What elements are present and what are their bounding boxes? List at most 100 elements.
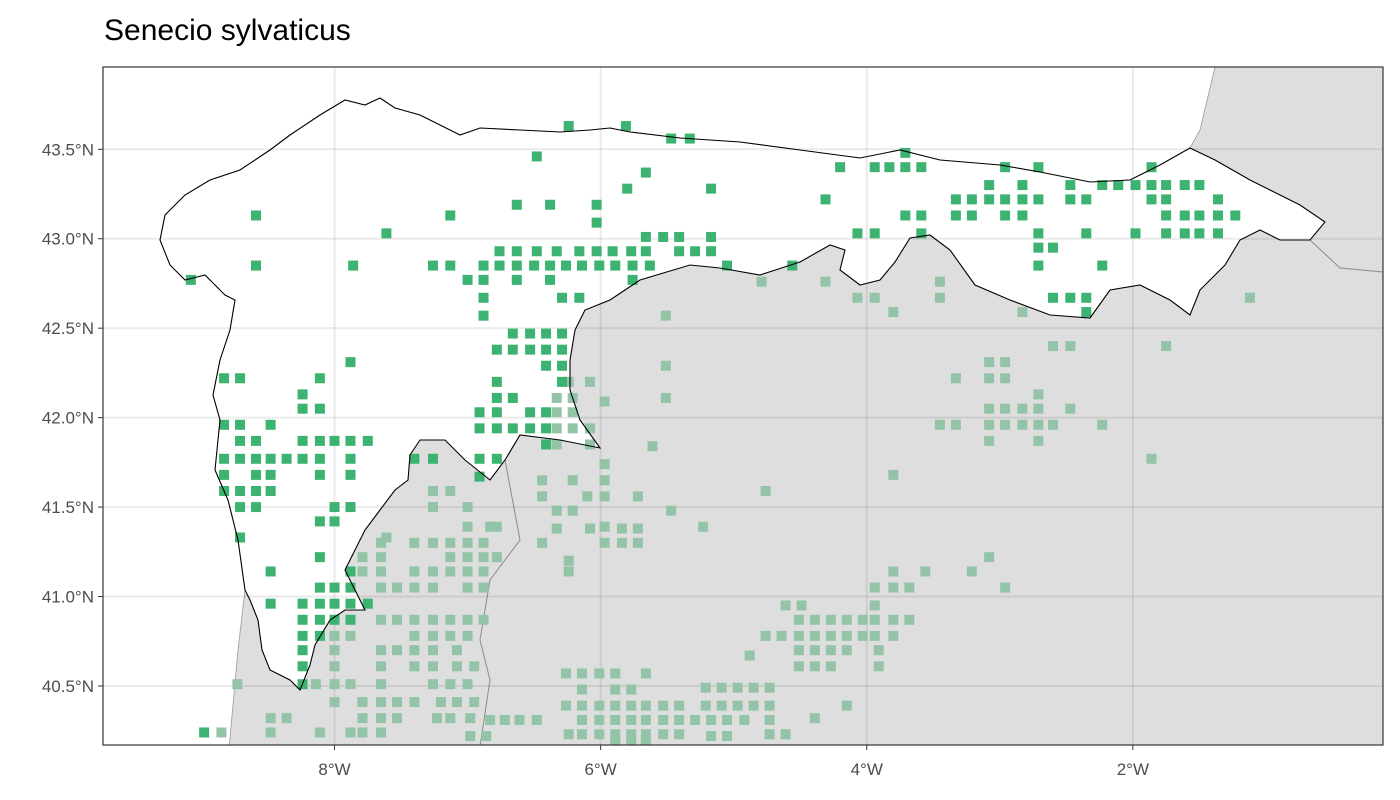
record-point-outside [776,630,787,641]
record-point-inside [314,435,325,446]
record-point-outside [984,373,995,384]
record-point-outside [577,668,588,679]
record-point-outside [857,630,868,641]
record-point-inside [1081,228,1092,239]
record-point-outside [748,682,759,693]
record-point-inside [557,376,568,387]
record-point-outside [640,700,651,711]
record-point-outside [445,713,456,724]
record-point-outside [478,566,489,577]
record-point-outside [809,713,820,724]
record-point-outside [857,614,868,625]
record-point-inside [219,469,230,480]
record-point-inside [706,246,717,257]
record-point-outside [381,532,392,543]
record-point-inside [1000,210,1011,221]
record-point-outside [640,714,651,725]
record-point-inside [594,260,605,271]
record-point-outside [357,697,368,708]
record-point-inside [545,274,556,285]
record-point-inside [511,274,522,285]
record-point-inside [610,260,621,271]
record-point-inside [314,614,325,625]
record-point-inside [474,471,485,482]
record-point-outside [451,661,462,672]
record-point-outside [462,502,473,513]
x-tick-label: 6°W [584,760,616,779]
record-point-inside [1097,180,1108,191]
record-point-outside [1017,307,1028,318]
record-point-outside [950,373,961,384]
record-point-outside [445,552,456,563]
record-point-outside [462,552,473,563]
record-point-inside [265,566,276,577]
record-point-outside [700,682,711,693]
record-point-outside [376,582,387,593]
record-point-inside [966,210,977,221]
record-point-outside [469,697,480,708]
record-point-outside [698,521,709,532]
record-point-inside [674,246,685,257]
record-point-outside [563,566,574,577]
record-point-inside [561,260,572,271]
record-point-outside [744,650,755,661]
record-point-inside [640,167,651,178]
record-point-outside [281,713,292,724]
record-point-outside [660,360,671,371]
record-point-inside [251,260,262,271]
record-point-inside [297,453,308,464]
record-point-inside [345,566,356,577]
record-point-inside [445,210,456,221]
record-point-outside [984,357,995,368]
record-point-inside [1161,228,1172,239]
record-point-inside [219,453,230,464]
record-point-outside [551,523,562,534]
record-point-outside [451,645,462,656]
record-point-outside [265,727,276,738]
record-point-outside [610,714,621,725]
country-border [479,459,521,745]
record-point-outside [825,630,836,641]
record-point-outside [888,630,899,641]
record-point-inside [462,274,473,285]
record-point-inside [1130,228,1141,239]
record-point-outside [793,614,804,625]
record-point-outside [427,537,438,548]
record-point-outside [716,700,727,711]
record-point-outside [481,731,492,742]
record-point-outside [904,582,915,593]
record-point-inside [474,423,485,434]
record-point-outside [690,714,701,725]
record-point-outside [756,276,767,287]
record-point-outside [626,729,637,740]
panel-border [102,66,1384,746]
record-point-inside [1146,162,1157,173]
record-point-outside [265,713,276,724]
record-point-outside [465,713,476,724]
record-point-outside [563,729,574,740]
record-point-outside [706,731,717,742]
y-tick-label: 43.0°N [42,230,94,249]
record-point-inside [557,328,568,339]
record-point-inside [1161,210,1172,221]
record-point-outside [809,645,820,656]
record-point-inside [297,661,308,672]
record-point-inside [362,598,373,609]
record-point-outside [427,661,438,672]
record-point-inside [409,453,420,464]
record-point-inside [950,210,961,221]
record-point-outside [594,729,605,740]
record-point-outside [780,600,791,611]
record-point-outside [599,459,610,470]
record-point-inside [381,228,392,239]
record-point-outside [869,614,880,625]
record-point-outside [658,700,669,711]
record-point-inside [219,419,230,430]
record-point-outside [478,552,489,563]
record-point-inside [235,373,246,384]
record-point-inside [640,231,651,242]
record-point-inside [362,435,373,446]
record-point-outside [427,679,438,690]
record-point-outside [561,700,572,711]
record-point-outside [658,729,669,740]
